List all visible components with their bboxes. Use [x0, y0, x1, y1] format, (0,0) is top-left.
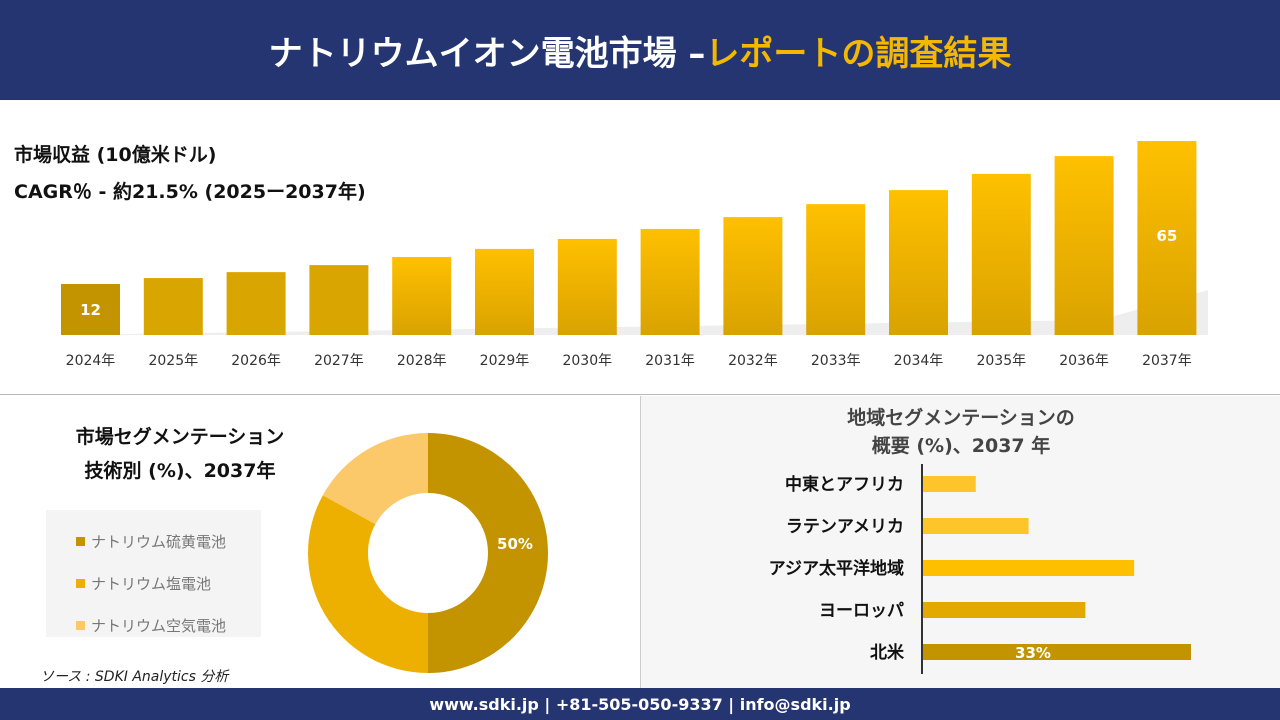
revenue-bar — [1054, 156, 1114, 335]
legend-swatch — [76, 536, 85, 546]
legend-swatch — [76, 620, 85, 630]
revenue-chart: 2024年 12 2025年 2026年 2027年 2028年 2029年 2030年 203… — [60, 141, 1208, 369]
region-panel: 中東とアフリカ ラテンアメリカアジア太平洋地域ヨーロッパ北米 33% 地域セグメンテ… — [640, 396, 1280, 688]
legend-item: ナトリウム塩電池 — [46, 562, 261, 604]
region-bar — [923, 644, 1191, 660]
data-label: 12 — [80, 301, 101, 319]
page-header: ナトリウムイオン電池市場 – レポートの調査結果 — [0, 0, 1280, 100]
year-label: 2031年 — [645, 353, 695, 369]
year-label: 2029年 — [480, 353, 530, 369]
year-label: 2030年 — [562, 353, 612, 369]
footer-contact: www.sdki.jp | +81-505-050-9337 | info@sd… — [0, 688, 1280, 720]
revenue-bar — [806, 204, 866, 335]
year-label: 2036年 — [1059, 353, 1109, 369]
revenue-bar — [143, 278, 203, 335]
tech-title-line2: 技術別 (%)、2037年 — [84, 460, 276, 482]
year-label: 2035年 — [976, 353, 1026, 369]
tech-title-line1: 市場セグメンテーション — [75, 426, 285, 448]
year-label: 2027年 — [314, 353, 364, 369]
region-bar — [923, 602, 1086, 618]
revenue-bar — [309, 265, 369, 335]
donut-segment — [428, 433, 548, 673]
legend-label: ナトリウム空気電池 — [91, 616, 227, 635]
divider — [0, 394, 1280, 395]
legend-item: ナトリウム空気電池 — [46, 604, 261, 646]
region-label: 北米 — [870, 642, 905, 663]
legend-swatch — [76, 578, 85, 588]
region-title-line1: 地域セグメンテーションの — [847, 407, 1075, 429]
title-accent: レポートの調査結果 — [705, 33, 1012, 74]
region-label: 中東とアフリカ — [785, 474, 904, 495]
revenue-title: 市場収益 (10億米ドル) — [14, 144, 217, 166]
region-bar — [923, 560, 1135, 576]
legend-label: ナトリウム硫黄電池 — [91, 532, 227, 551]
revenue-bar — [640, 228, 700, 335]
tech-segment-title: 市場セグメンテーション 技術別 (%)、2037年 — [20, 420, 340, 488]
data-label: 33% — [1015, 644, 1051, 662]
revenue-bar — [723, 217, 783, 335]
year-label: 2034年 — [894, 353, 944, 369]
legend-label: ナトリウム塩電池 — [91, 574, 212, 593]
year-label: 2025年 — [148, 353, 198, 369]
revenue-bar — [226, 272, 286, 335]
donut-segment — [322, 433, 428, 525]
tech-donut-chart: 50% — [308, 433, 548, 673]
title-main: ナトリウムイオン電池市場 – — [268, 33, 706, 74]
year-label: 2024年 — [66, 353, 116, 369]
year-label: 2028年 — [397, 353, 447, 369]
data-label: 50% — [497, 535, 533, 553]
revenue-bar — [61, 284, 120, 335]
year-label: 2032年 — [728, 353, 778, 369]
revenue-bar — [971, 173, 1031, 335]
region-bar — [923, 518, 1029, 534]
revenue-bar — [475, 248, 534, 335]
region-title-line2: 概要 (%)、2037 年 — [871, 435, 1051, 457]
revenue-cagr: CAGR％ - 約21.5% (2025ー2037年) — [14, 181, 366, 203]
revenue-bar — [392, 257, 452, 335]
source-note: ソース : SDKI Analytics 分析 — [40, 669, 229, 685]
donut-legend: ナトリウム硫黄電池 ナトリウム塩電池 ナトリウム空気電池 — [46, 510, 261, 637]
region-label: アジア太平洋地域 — [769, 558, 904, 579]
data-label: 65 — [1156, 227, 1177, 245]
donut-segment — [308, 495, 428, 673]
revenue-bar — [1137, 141, 1197, 335]
year-label: 2033年 — [811, 353, 861, 369]
region-label: ヨーロッパ — [819, 601, 904, 621]
region-bar — [923, 476, 976, 492]
revenue-bar — [889, 190, 948, 335]
legend-item: ナトリウム硫黄電池 — [46, 520, 261, 562]
year-label: 2026年 — [231, 353, 281, 369]
region-label: ラテンアメリカ — [786, 517, 904, 537]
region-title: 地域セグメンテーションの 概要 (%)、2037 年 — [641, 404, 1280, 460]
year-label: 2037年 — [1142, 353, 1192, 369]
revenue-bar — [557, 238, 617, 335]
